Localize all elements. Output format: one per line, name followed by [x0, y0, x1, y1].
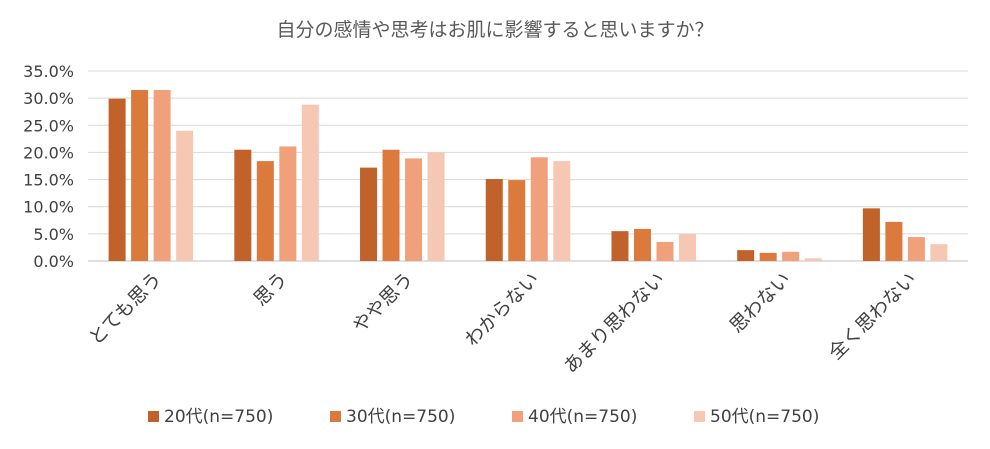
x-tick-label: あまり思わない	[560, 268, 670, 378]
legend: 20代(n=750) 30代(n=750) 40代(n=750) 50代(n=750)	[148, 407, 819, 427]
chart-title: 自分の感情や思考はお肌に影響すると思いますか？	[276, 19, 713, 41]
bar-1-series-3	[153, 90, 171, 261]
bar-6-series-4	[804, 258, 822, 261]
bar-2-series-4	[301, 104, 319, 262]
y-tick-label: 10.0%	[23, 198, 74, 217]
legend-label: 20代(n=750)	[164, 407, 273, 427]
bars	[108, 90, 948, 262]
bar-4-series-1	[485, 179, 503, 261]
bar-6-series-3	[782, 251, 800, 261]
legend-label: 50代(n=750)	[710, 407, 819, 427]
bar-5-series-1	[611, 231, 629, 261]
y-tick-label: 5.0%	[33, 225, 74, 244]
x-tick-label: とても思う	[85, 268, 167, 350]
legend-swatch	[694, 411, 705, 422]
y-tick-label: 30.0%	[23, 89, 74, 108]
legend-swatch	[148, 411, 159, 422]
y-tick-label: 0.0%	[33, 252, 74, 271]
bar-7-series-1	[862, 208, 880, 261]
x-tick-label: 思わない	[726, 268, 795, 337]
bar-3-series-3	[405, 158, 423, 261]
x-tick-label: わからない	[461, 268, 544, 351]
bar-2-series-1	[234, 149, 252, 261]
legend-swatch	[512, 411, 523, 422]
legend-label: 40代(n=750)	[528, 407, 637, 427]
bar-1-series-1	[108, 98, 126, 261]
bar-2-series-2	[256, 161, 274, 261]
bar-4-series-3	[530, 157, 548, 261]
bar-4-series-2	[508, 180, 526, 261]
y-tick-label: 35.0%	[23, 62, 74, 81]
bar-6-series-1	[737, 250, 755, 261]
y-tick-label: 20.0%	[23, 143, 74, 162]
legend-swatch	[330, 411, 341, 422]
x-axis-ticks: とても思う 思う やや思う わからない あまり思わない 思わない 全く思わない	[85, 268, 921, 378]
legend-label: 30代(n=750)	[346, 407, 455, 427]
bar-1-series-4	[176, 130, 194, 261]
bar-6-series-2	[759, 252, 777, 261]
bar-4-series-4	[553, 161, 571, 261]
x-tick-label: 全く思わない	[825, 268, 921, 364]
x-tick-label: やや思う	[349, 268, 418, 337]
bar-5-series-4	[678, 233, 696, 261]
bar-3-series-2	[382, 149, 400, 261]
gridlines	[88, 70, 968, 262]
x-tick-label: 思う	[250, 268, 292, 310]
bar-7-series-3	[907, 237, 925, 261]
bar-7-series-4	[930, 244, 948, 261]
bar-5-series-2	[633, 228, 651, 261]
bar-7-series-2	[885, 221, 903, 261]
bar-2-series-3	[279, 146, 297, 261]
bar-3-series-1	[360, 167, 378, 261]
bar-3-series-4	[427, 152, 445, 261]
bar-5-series-3	[656, 242, 674, 261]
bar-1-series-2	[131, 90, 149, 261]
y-axis-ticks: 0.0% 5.0% 10.0% 15.0% 20.0% 25.0% 30.0% 35.0%	[23, 62, 74, 271]
y-tick-label: 25.0%	[23, 116, 74, 135]
y-tick-label: 15.0%	[23, 171, 74, 190]
